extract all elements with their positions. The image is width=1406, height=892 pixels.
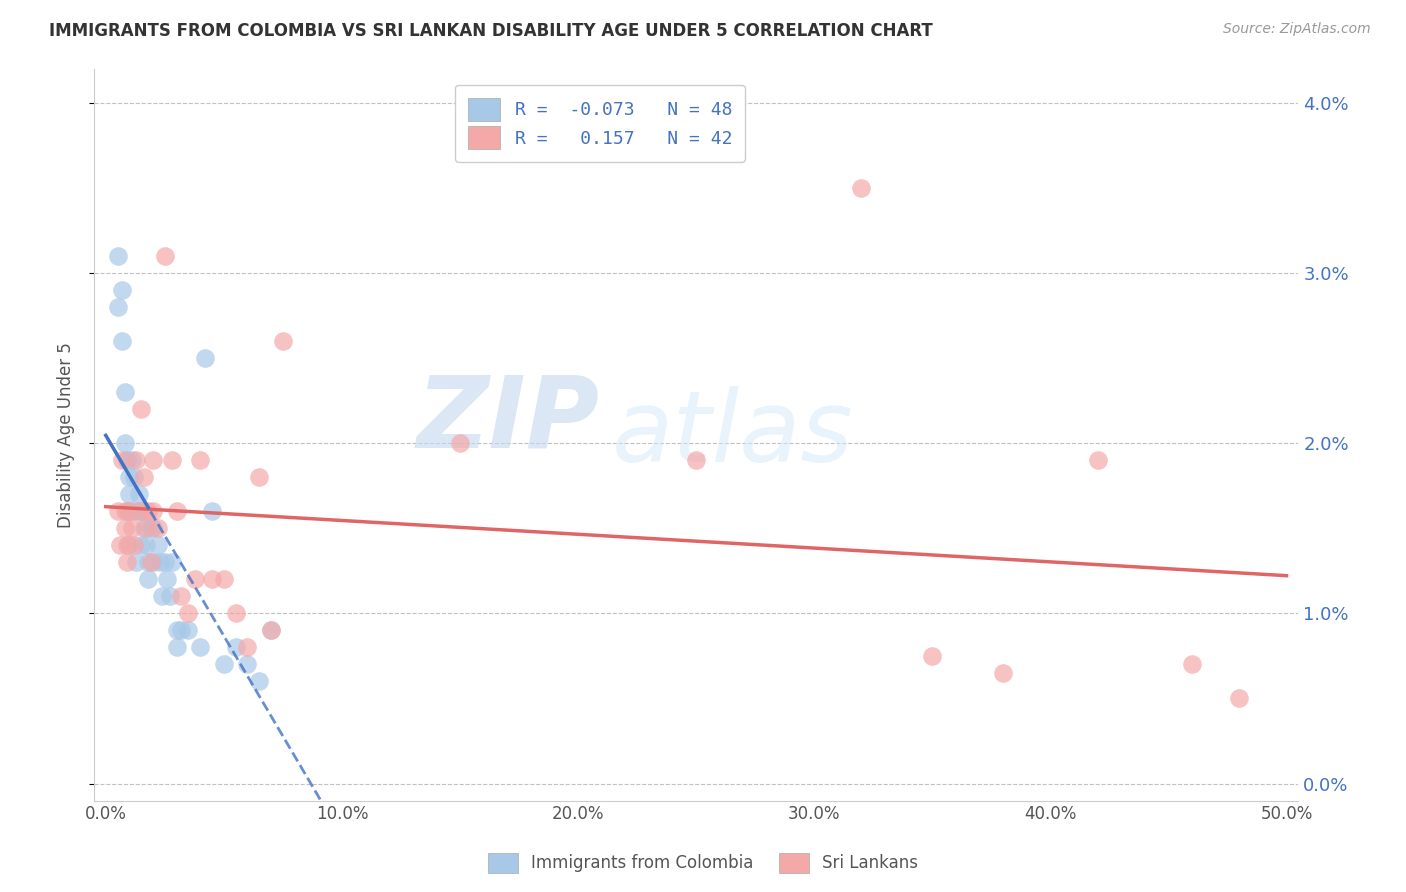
Y-axis label: Disability Age Under 5: Disability Age Under 5 <box>58 342 75 527</box>
Point <box>139 555 162 569</box>
Point <box>115 504 138 518</box>
Point <box>107 300 129 314</box>
Point <box>177 607 200 621</box>
Point <box>142 521 165 535</box>
Point <box>188 453 211 467</box>
Point <box>153 249 176 263</box>
Point <box>118 487 141 501</box>
Point <box>1181 657 1204 672</box>
Point <box>121 521 143 535</box>
Point <box>135 521 157 535</box>
Point <box>247 674 270 689</box>
Point <box>188 640 211 655</box>
Point <box>236 657 259 672</box>
Point <box>170 624 193 638</box>
Point <box>122 504 145 518</box>
Point <box>115 453 138 467</box>
Legend: Immigrants from Colombia, Sri Lankans: Immigrants from Colombia, Sri Lankans <box>481 847 925 880</box>
Point <box>1227 691 1250 706</box>
Legend: R =  -0.073   N = 48, R =   0.157   N = 42: R = -0.073 N = 48, R = 0.157 N = 42 <box>456 85 745 162</box>
Point <box>225 607 247 621</box>
Point <box>136 504 159 518</box>
Point <box>114 504 136 518</box>
Point <box>132 521 155 535</box>
Point <box>260 624 283 638</box>
Point <box>184 572 207 586</box>
Point <box>139 521 162 535</box>
Point <box>201 572 224 586</box>
Point <box>111 453 134 467</box>
Point <box>194 351 217 365</box>
Point <box>166 640 188 655</box>
Point <box>156 572 179 586</box>
Point <box>111 283 134 297</box>
Point <box>129 538 152 552</box>
Point <box>115 538 138 552</box>
Point <box>146 521 169 535</box>
Point <box>118 504 141 518</box>
Point <box>166 504 188 518</box>
Point <box>128 504 150 518</box>
Point <box>128 487 150 501</box>
Point <box>122 538 145 552</box>
Point <box>212 572 235 586</box>
Point <box>136 555 159 569</box>
Point <box>160 453 183 467</box>
Point <box>149 555 172 569</box>
Point <box>152 590 174 604</box>
Point <box>225 640 247 655</box>
Point <box>271 334 294 348</box>
Point <box>118 470 141 484</box>
Point <box>136 572 159 586</box>
Text: Source: ZipAtlas.com: Source: ZipAtlas.com <box>1223 22 1371 37</box>
Point <box>921 648 943 663</box>
Point <box>159 590 181 604</box>
Point <box>177 624 200 638</box>
Point <box>685 453 707 467</box>
Point <box>132 470 155 484</box>
Point <box>114 436 136 450</box>
Point <box>107 504 129 518</box>
Point <box>146 538 169 552</box>
Point <box>851 180 873 194</box>
Point <box>247 470 270 484</box>
Point <box>142 504 165 518</box>
Point <box>142 555 165 569</box>
Point <box>201 504 224 518</box>
Point <box>1087 453 1109 467</box>
Point <box>129 402 152 417</box>
Point <box>170 590 193 604</box>
Point <box>160 555 183 569</box>
Text: atlas: atlas <box>612 386 853 483</box>
Point <box>166 624 188 638</box>
Point <box>108 538 131 552</box>
Point <box>991 665 1014 680</box>
Point <box>212 657 235 672</box>
Text: ZIP: ZIP <box>416 371 600 468</box>
Point <box>236 640 259 655</box>
Point <box>121 453 143 467</box>
Point <box>125 555 148 569</box>
Point <box>132 504 155 518</box>
Point <box>128 504 150 518</box>
Point <box>107 249 129 263</box>
Point <box>118 538 141 552</box>
Point <box>142 453 165 467</box>
Text: IMMIGRANTS FROM COLOMBIA VS SRI LANKAN DISABILITY AGE UNDER 5 CORRELATION CHART: IMMIGRANTS FROM COLOMBIA VS SRI LANKAN D… <box>49 22 934 40</box>
Point <box>114 384 136 399</box>
Point <box>114 521 136 535</box>
Point <box>129 504 152 518</box>
Point <box>122 470 145 484</box>
Point <box>115 555 138 569</box>
Point <box>260 624 283 638</box>
Point <box>135 538 157 552</box>
Point <box>115 453 138 467</box>
Point <box>111 334 134 348</box>
Point <box>449 436 471 450</box>
Point <box>118 504 141 518</box>
Point <box>153 555 176 569</box>
Point <box>125 453 148 467</box>
